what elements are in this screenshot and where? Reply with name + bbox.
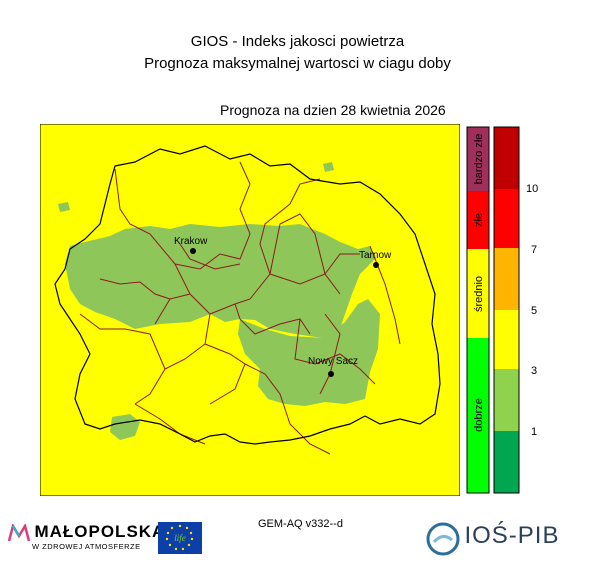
category-bardzo-zle: [467, 127, 489, 191]
scale-1: [494, 431, 519, 493]
malopolska-icon: [7, 522, 31, 542]
city-marker: [328, 371, 334, 377]
category-srednio: [467, 249, 489, 338]
ios-pib-logo: IOŚ-PIB: [426, 522, 559, 556]
scale-tick: 1: [531, 426, 537, 438]
ios-pib-text: IOŚ-PIB: [464, 522, 560, 550]
city-marker: [373, 262, 379, 268]
green-zone-south: [238, 299, 380, 406]
category-label: złe: [473, 213, 485, 227]
ios-pib-icon: [426, 522, 460, 556]
model-version: GEM-AQ v332--d: [258, 518, 343, 530]
scale-tick: 7: [531, 244, 537, 256]
malopolska-subtitle: W ZDROWEJ ATMOSFERZE: [32, 542, 141, 551]
category-bar: bardzo złe złe średnio dobrze: [466, 126, 490, 494]
scale-6: [494, 127, 519, 189]
city-tarnow: Tarnow: [359, 250, 392, 268]
scale-tick: 5: [531, 305, 537, 317]
scale-2: [494, 369, 519, 431]
scale-5: [494, 189, 519, 248]
scale-3: [494, 310, 519, 369]
eu-life-text: life: [174, 533, 186, 543]
forecast-date: Prognoza na dzien 28 kwietnia 2026: [220, 102, 446, 118]
voivodeship-border: [54, 145, 441, 445]
green-zone-krakow: [65, 224, 376, 339]
city-nowy-sacz: Nowy Sacz: [308, 356, 358, 377]
green-zone-west: [110, 414, 140, 440]
malopolska-logo: MAŁOPOLSKA W ZDROWEJ ATMOSFERZE: [7, 522, 166, 551]
city-label: Tarnow: [359, 250, 392, 261]
eu-life-logo: life: [158, 522, 202, 554]
city-label: Nowy Sacz: [308, 356, 358, 367]
category-label: bardzo złe: [473, 134, 485, 185]
scale-4: [494, 248, 519, 310]
category-dobrze: [467, 338, 489, 493]
scale-tick: 3: [531, 365, 537, 377]
category-zle: [467, 191, 489, 249]
category-label: średnio: [473, 276, 485, 312]
air-quality-map: Krakow Tarnow Nowy Sacz: [40, 124, 460, 496]
green-zone-small1: [323, 162, 334, 172]
scale-tick: 10: [526, 183, 538, 195]
category-label: dobrze: [473, 398, 485, 432]
green-zone-small2: [58, 202, 70, 212]
title-sub: Prognoza maksymalnej wartosci w ciagu do…: [144, 55, 451, 72]
county-borders: [79, 161, 401, 455]
index-scale-bar: 1 3 5 7 10: [493, 126, 538, 494]
malopolska-title: MAŁOPOLSKA: [34, 522, 166, 541]
title-main: GIOS - Indeks jakosci powietrza: [190, 33, 405, 50]
city-krakow: Krakow: [174, 236, 208, 254]
city-marker: [190, 248, 196, 254]
city-label: Krakow: [174, 236, 208, 247]
